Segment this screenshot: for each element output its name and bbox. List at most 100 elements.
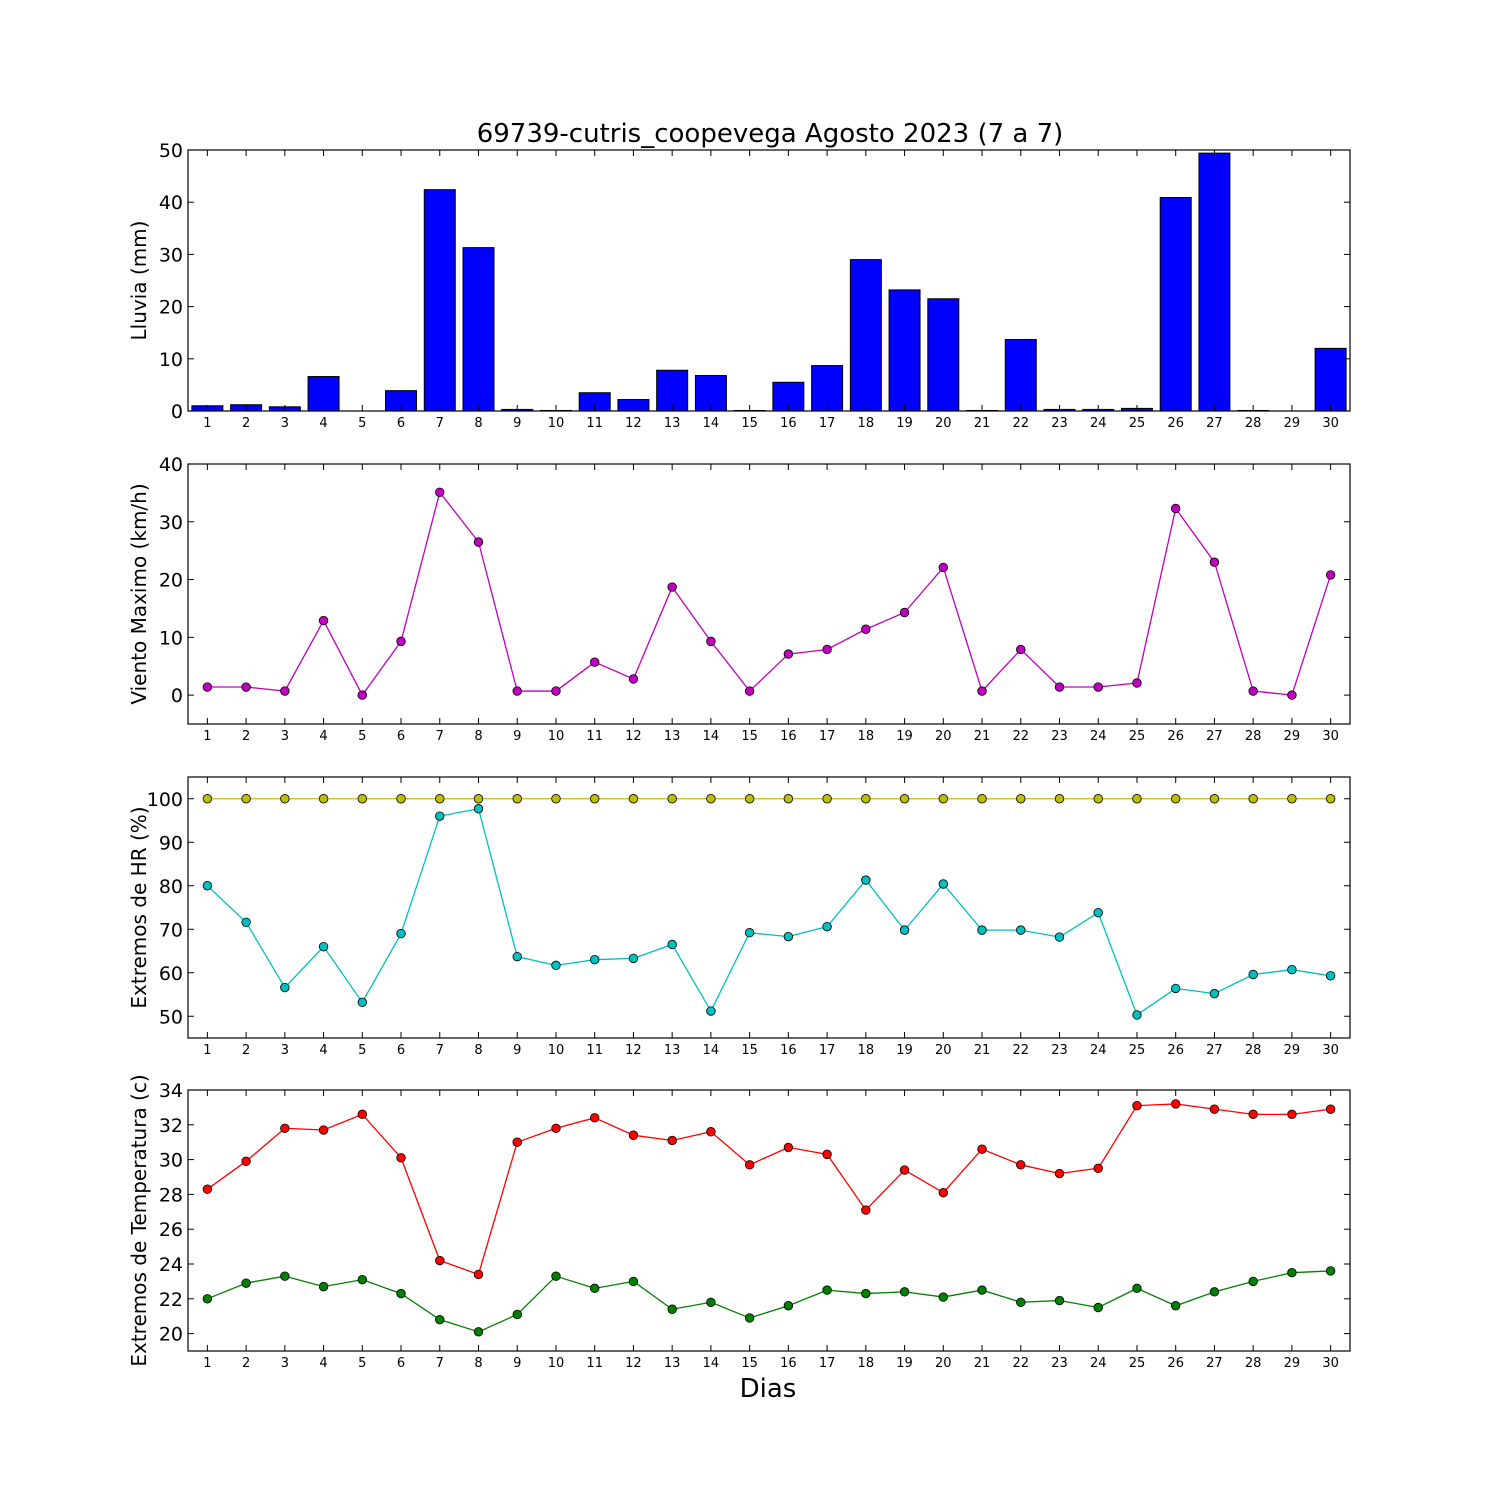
point-s2-day-19 bbox=[899, 925, 910, 935]
point-s1-day-28 bbox=[1248, 794, 1258, 804]
x-tick-label: 16 bbox=[780, 729, 797, 744]
x-tick-label: 30 bbox=[1322, 729, 1339, 744]
point-s1-day-21 bbox=[977, 686, 987, 696]
point-s1-day-30 bbox=[1325, 1104, 1336, 1114]
x-tick-label: 23 bbox=[1051, 729, 1068, 744]
y-tick-label: 100 bbox=[147, 789, 183, 811]
x-tick-label: 27 bbox=[1206, 729, 1223, 744]
y-tick-label: 0 bbox=[171, 685, 183, 707]
point-s2-day-27 bbox=[1209, 988, 1220, 999]
plot-frame bbox=[187, 1089, 1351, 1352]
point-s2-day-4 bbox=[318, 1281, 329, 1292]
x-tick-label: 11 bbox=[586, 729, 603, 744]
y-tick-label: 28 bbox=[159, 1184, 183, 1206]
point-s2-day-13 bbox=[667, 1304, 677, 1314]
point-s1-day-9 bbox=[512, 686, 522, 696]
x-tick-label: 26 bbox=[1167, 416, 1184, 431]
point-s1-day-16 bbox=[783, 649, 794, 659]
x-tick-label: 23 bbox=[1051, 1356, 1068, 1371]
x-tick-label: 5 bbox=[358, 1043, 366, 1058]
point-s2-day-25 bbox=[1132, 1010, 1142, 1020]
point-s1-day-18 bbox=[861, 1205, 871, 1215]
x-tick-label: 22 bbox=[1012, 1043, 1029, 1058]
x-tick-label: 25 bbox=[1129, 1356, 1146, 1371]
point-s1-day-13 bbox=[667, 582, 677, 592]
x-tick-label: 17 bbox=[819, 416, 836, 431]
point-s2-day-27 bbox=[1209, 1287, 1220, 1297]
x-tick-label: 6 bbox=[397, 1356, 405, 1371]
point-s2-day-13 bbox=[667, 939, 677, 950]
x-tick-label: 28 bbox=[1245, 416, 1262, 431]
point-s2-day-9 bbox=[512, 1309, 522, 1320]
point-s1-day-20 bbox=[938, 1187, 949, 1198]
point-s1-day-14 bbox=[706, 636, 716, 647]
point-s2-day-22 bbox=[1016, 1297, 1026, 1307]
point-s2-day-21 bbox=[977, 1285, 987, 1295]
x-tick-label: 3 bbox=[281, 729, 289, 744]
point-s1-day-11 bbox=[590, 794, 600, 804]
x-tick-label: 8 bbox=[474, 416, 482, 431]
point-s1-day-10 bbox=[551, 686, 561, 696]
x-tick-label: 26 bbox=[1167, 1356, 1184, 1371]
x-tick-label: 8 bbox=[474, 729, 482, 744]
point-s1-day-30 bbox=[1325, 794, 1336, 804]
x-tick-label: 1 bbox=[203, 1356, 211, 1371]
point-s1-day-30 bbox=[1325, 570, 1336, 580]
point-s2-day-2 bbox=[241, 1278, 251, 1288]
x-tick-label: 5 bbox=[358, 1356, 366, 1371]
y-tick-label: 30 bbox=[159, 244, 183, 266]
point-s1-day-2 bbox=[241, 794, 251, 804]
x-tick-label: 8 bbox=[474, 1356, 482, 1371]
point-s1-day-12 bbox=[628, 794, 639, 804]
x-tick-label: 17 bbox=[819, 1356, 836, 1371]
point-s1-day-21 bbox=[977, 794, 987, 804]
x-tick-label: 3 bbox=[281, 416, 289, 431]
y-tick-label: 60 bbox=[159, 963, 183, 985]
x-tick-label: 30 bbox=[1322, 1356, 1339, 1371]
x-tick-label: 19 bbox=[896, 729, 913, 744]
point-s1-day-1 bbox=[202, 682, 213, 692]
point-s1-day-6 bbox=[396, 636, 406, 647]
x-tick-label: 29 bbox=[1284, 1043, 1301, 1058]
x-tick-label: 21 bbox=[974, 1043, 991, 1058]
x-tick-label: 10 bbox=[548, 416, 565, 431]
point-s1-day-25 bbox=[1132, 678, 1142, 688]
x-tick-label: 11 bbox=[586, 416, 603, 431]
point-s1-day-10 bbox=[551, 794, 561, 804]
x-tick-label: 21 bbox=[974, 416, 991, 431]
x-tick-label: 16 bbox=[780, 416, 797, 431]
point-s1-day-19 bbox=[899, 607, 910, 618]
x-tick-label: 23 bbox=[1051, 1043, 1068, 1058]
y-tick-label: 26 bbox=[159, 1219, 183, 1241]
x-tick-label: 29 bbox=[1284, 729, 1301, 744]
point-s1-day-24 bbox=[1093, 1163, 1103, 1174]
point-s1-day-12 bbox=[628, 1130, 639, 1140]
point-s1-day-5 bbox=[357, 1109, 368, 1120]
point-s1-day-24 bbox=[1093, 682, 1103, 692]
x-tick-label: 18 bbox=[858, 1356, 875, 1371]
x-tick-label: 6 bbox=[397, 1043, 405, 1058]
point-s2-day-14 bbox=[706, 1297, 716, 1307]
x-tick-label: 8 bbox=[474, 1043, 482, 1058]
y-tick-label: 40 bbox=[159, 454, 183, 476]
x-tick-label: 23 bbox=[1051, 416, 1068, 431]
point-s2-day-20 bbox=[938, 1292, 949, 1302]
x-tick-label: 1 bbox=[203, 729, 211, 744]
y-tick-label: 0 bbox=[171, 401, 183, 423]
x-tick-label: 12 bbox=[625, 416, 642, 431]
point-s1-day-3 bbox=[280, 686, 290, 696]
point-s2-day-24 bbox=[1093, 908, 1103, 918]
x-tick-label: 7 bbox=[436, 1356, 444, 1371]
x-tick-label: 21 bbox=[974, 1356, 991, 1371]
point-s1-day-11 bbox=[590, 657, 600, 667]
point-s1-day-28 bbox=[1248, 1109, 1258, 1120]
point-s2-day-2 bbox=[241, 917, 251, 927]
point-s1-day-2 bbox=[241, 682, 251, 692]
x-tick-label: 4 bbox=[319, 1043, 327, 1058]
point-s1-day-29 bbox=[1287, 1109, 1297, 1120]
point-s1-day-12 bbox=[628, 674, 639, 684]
x-tick-label: 26 bbox=[1167, 729, 1184, 744]
x-tick-label: 12 bbox=[625, 1356, 642, 1371]
